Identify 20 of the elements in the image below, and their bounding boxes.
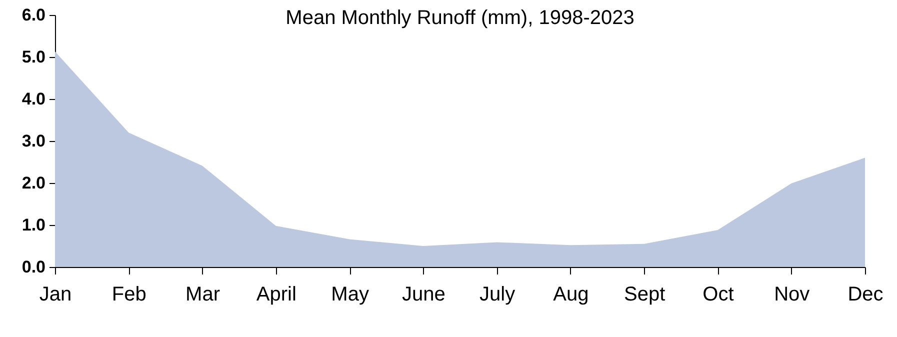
x-tick-label: Oct xyxy=(702,284,734,306)
x-tick-label: Sept xyxy=(624,284,666,306)
x-tick-label: Mar xyxy=(186,284,220,306)
y-tick-label: 6.0 xyxy=(22,6,46,24)
x-tick-label: Jan xyxy=(39,284,72,306)
x-tick-label: Feb xyxy=(112,284,146,306)
y-tick-label: 0.0 xyxy=(22,258,46,276)
x-tick-label: July xyxy=(480,284,516,306)
y-tick-label: 3.0 xyxy=(22,132,46,150)
y-tick-label: 1.0 xyxy=(22,216,46,234)
x-tick-label: May xyxy=(331,284,369,306)
x-tick-label: June xyxy=(402,284,446,306)
y-tick-label: 4.0 xyxy=(22,90,46,108)
x-tick-label: Nov xyxy=(774,284,810,306)
x-tick-label: Aug xyxy=(553,284,589,306)
chart-title: Mean Monthly Runoff (mm), 1998-2023 xyxy=(286,7,634,29)
x-tick-label: Dec xyxy=(848,284,884,306)
y-tick-label: 5.0 xyxy=(22,48,46,66)
x-tick-label: April xyxy=(256,284,296,306)
y-tick-label: 2.0 xyxy=(22,174,46,192)
